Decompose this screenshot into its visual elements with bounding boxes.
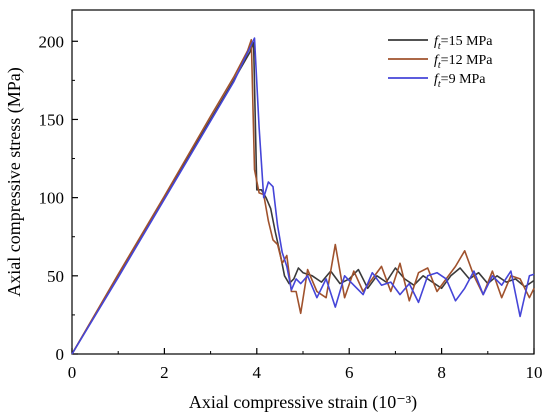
legend-label: ft=9 MPa xyxy=(434,72,486,90)
series-line-1 xyxy=(71,41,535,355)
legend-label: ft=12 MPa xyxy=(434,53,493,71)
y-tick-label: 150 xyxy=(39,110,65,129)
series-lines xyxy=(71,37,535,355)
x-tick-label: 0 xyxy=(68,363,77,382)
x-tick-label: 6 xyxy=(345,363,354,382)
x-tick-label: 10 xyxy=(526,363,543,382)
x-tick-label: 4 xyxy=(253,363,262,382)
x-axis-ticks: 0 2 4 6 8 10 xyxy=(68,348,543,382)
series-line-3 xyxy=(71,37,535,355)
y-tick-label: 200 xyxy=(39,32,65,51)
y-tick-label: 100 xyxy=(39,189,65,208)
series-line-2 xyxy=(71,38,535,355)
y-tick-label: 50 xyxy=(47,267,64,286)
legend-label: ft=15 MPa xyxy=(434,34,493,52)
y-axis-title: Axial compressive stress (MPa) xyxy=(4,67,25,296)
x-axis-title: Axial compressive strain (10⁻³) xyxy=(189,392,417,413)
y-axis-ticks: 0 50 100 150 200 xyxy=(39,32,78,364)
y-tick-label: 0 xyxy=(56,345,65,364)
x-tick-label: 8 xyxy=(437,363,446,382)
x-tick-label: 2 xyxy=(160,363,169,382)
